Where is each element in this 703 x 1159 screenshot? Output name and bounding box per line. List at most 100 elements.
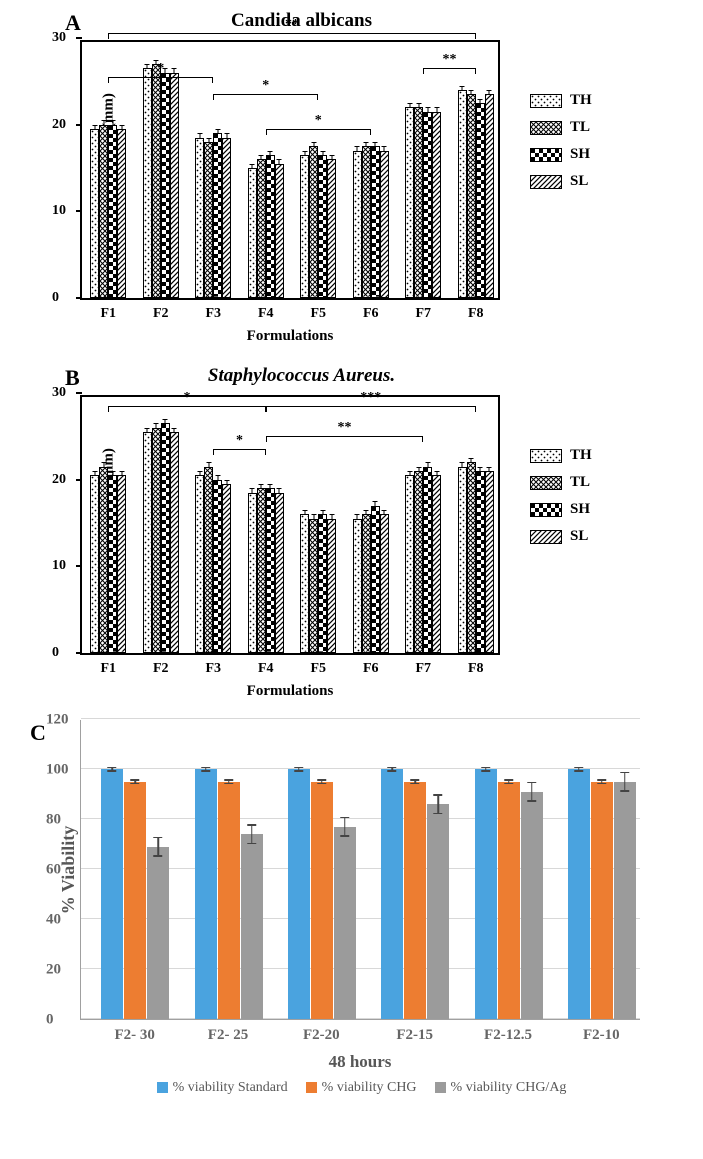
bar	[300, 514, 309, 653]
bar	[90, 129, 99, 298]
x-tick: F4	[258, 661, 274, 677]
chart-a: Zone of inhibition (mm) 0102030F1F2F3F4F…	[80, 40, 500, 300]
bar	[614, 782, 636, 1020]
bar	[362, 514, 371, 653]
legend-label: TH	[570, 447, 592, 464]
chart-c: % Viability 020406080100120F2- 30F2- 25F…	[80, 720, 640, 1020]
bar	[108, 125, 117, 298]
bar	[485, 471, 494, 653]
y-tick: 10	[52, 203, 66, 219]
x-tick: F4	[258, 306, 274, 322]
legend-label: SH	[570, 501, 590, 518]
bar	[475, 769, 497, 1019]
bar	[195, 475, 204, 653]
bar	[275, 493, 284, 653]
bar-group	[568, 769, 637, 1019]
x-tick: F1	[100, 306, 116, 322]
x-tick: F6	[363, 306, 379, 322]
bar	[458, 467, 467, 653]
panel-b-title: Staphylococcus Aureus.	[0, 365, 693, 387]
panel-a-label: A	[65, 10, 81, 36]
bar	[423, 112, 432, 298]
x-tick: F1	[100, 661, 116, 677]
bar-group	[458, 90, 494, 298]
bar	[195, 138, 204, 298]
bar	[143, 432, 152, 653]
panel-b: B Staphylococcus Aureus. Zone of inhibit…	[10, 365, 693, 700]
bar	[218, 782, 240, 1020]
sig-text: **	[285, 17, 299, 33]
x-tick: F7	[415, 306, 431, 322]
bar	[108, 475, 117, 653]
bar	[521, 792, 543, 1020]
y-tick: 20	[46, 962, 61, 979]
panel-a: A Candida albicans Zone of inhibition (m…	[10, 10, 693, 345]
x-tick: F6	[363, 661, 379, 677]
bar	[161, 423, 170, 653]
bar	[170, 432, 179, 653]
chart-c-xlabel: 48 hours	[80, 1052, 640, 1072]
bar	[353, 151, 362, 298]
panel-a-title: Candida albicans	[0, 10, 693, 32]
bar	[248, 168, 257, 298]
bar	[498, 782, 520, 1020]
legend-item: SL	[530, 173, 592, 190]
legend-label: SL	[570, 173, 588, 190]
bar	[467, 94, 476, 298]
bar	[101, 769, 123, 1019]
legend-item: TH	[530, 447, 592, 464]
x-tick: F5	[310, 661, 326, 677]
y-tick: 40	[46, 912, 61, 929]
bar	[427, 804, 449, 1019]
bar	[380, 151, 389, 298]
x-tick: F3	[205, 306, 221, 322]
y-tick: 0	[46, 1012, 54, 1029]
bar	[327, 159, 336, 298]
x-tick: F8	[468, 306, 484, 322]
bar	[309, 146, 318, 298]
x-tick: F7	[415, 661, 431, 677]
bar	[414, 107, 423, 298]
legend-label: SH	[570, 146, 590, 163]
bar	[432, 112, 441, 298]
legend-item: SH	[530, 501, 592, 518]
sig-text: ***	[360, 390, 381, 406]
legend-b: TH TL SH SL	[530, 447, 592, 555]
bar	[99, 125, 108, 298]
bar	[147, 847, 169, 1020]
bar	[117, 129, 126, 298]
bar	[222, 138, 231, 298]
bar	[432, 475, 441, 653]
bar	[476, 471, 485, 653]
x-tick: F8	[468, 661, 484, 677]
bar-group	[195, 769, 264, 1019]
bar	[222, 484, 231, 653]
y-tick: 0	[52, 290, 59, 306]
bar-group	[300, 146, 336, 298]
legend-item: % viability CHG	[306, 1080, 417, 1096]
sig-bracket	[108, 406, 266, 412]
bar-group	[195, 467, 231, 653]
bar	[371, 506, 380, 653]
bar	[257, 159, 266, 298]
legend-item: TL	[530, 474, 592, 491]
bar	[300, 155, 309, 298]
legend-label: TH	[570, 92, 592, 109]
legend-item: % viability CHG/Ag	[435, 1080, 567, 1096]
legend-item: SH	[530, 146, 592, 163]
x-tick: F2-15	[396, 1027, 433, 1044]
bar-group	[475, 769, 544, 1019]
bar	[405, 475, 414, 653]
sig-bracket	[108, 33, 476, 39]
bar	[334, 827, 356, 1020]
sig-text: *	[157, 61, 164, 77]
sig-bracket	[423, 68, 476, 74]
bar	[327, 519, 336, 653]
bar	[380, 514, 389, 653]
legend-label: TL	[570, 119, 590, 136]
legend-item: SL	[530, 528, 592, 545]
sig-bracket	[266, 129, 371, 135]
bar	[266, 155, 275, 298]
bar	[161, 73, 170, 298]
bar	[143, 68, 152, 298]
